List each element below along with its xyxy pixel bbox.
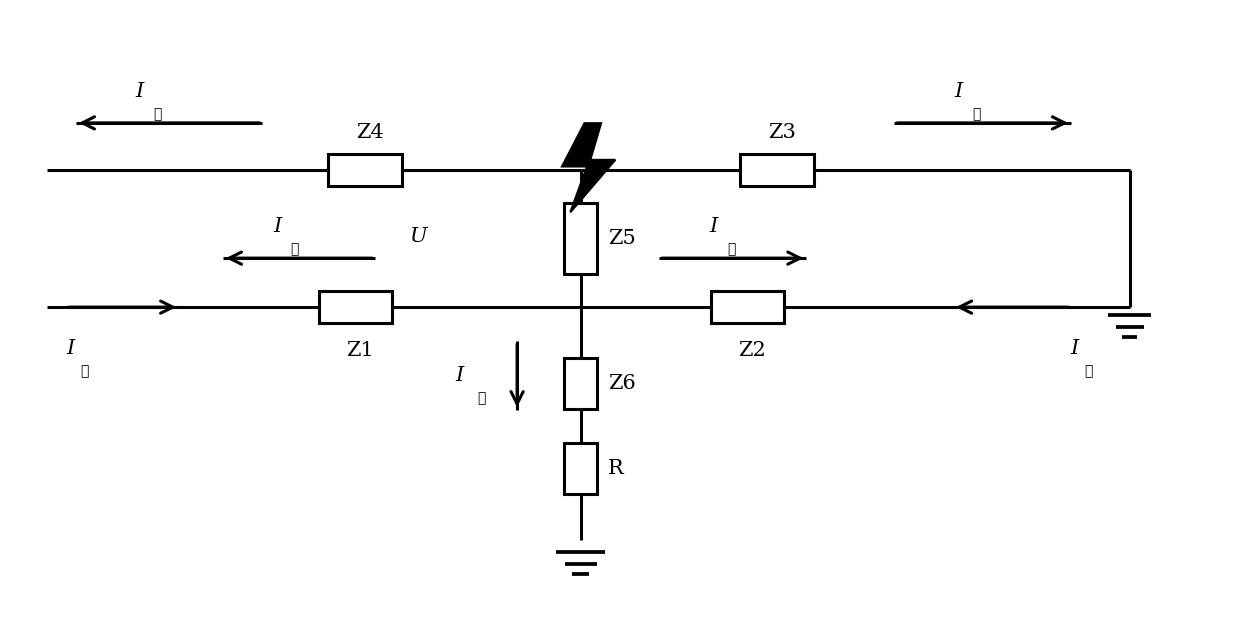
Bar: [564, 358, 598, 409]
Text: I: I: [273, 218, 281, 236]
Text: R: R: [609, 460, 624, 478]
Bar: [564, 203, 598, 274]
Text: U: U: [409, 227, 427, 246]
Text: I: I: [455, 366, 464, 385]
Bar: [740, 154, 813, 186]
Text: Z4: Z4: [356, 124, 384, 142]
Bar: [711, 292, 784, 323]
Text: 雷: 雷: [972, 107, 980, 121]
Text: 雷: 雷: [154, 107, 162, 121]
Text: Z2: Z2: [739, 342, 766, 361]
Text: 闪: 闪: [727, 243, 735, 256]
Bar: [319, 292, 392, 323]
Text: 感: 感: [1085, 364, 1092, 378]
Polygon shape: [562, 123, 615, 213]
Text: I: I: [709, 218, 717, 236]
Text: I: I: [954, 82, 962, 101]
Text: 雷: 雷: [477, 391, 485, 406]
Text: Z6: Z6: [609, 374, 636, 393]
Bar: [329, 154, 402, 186]
Text: 闪: 闪: [290, 243, 299, 256]
Bar: [564, 443, 598, 494]
Text: Z5: Z5: [609, 229, 636, 248]
Text: I: I: [135, 82, 144, 101]
Text: I: I: [66, 339, 74, 358]
Text: I: I: [1071, 339, 1079, 358]
Text: Z3: Z3: [768, 124, 796, 142]
Text: 感: 感: [81, 364, 88, 378]
Text: Z1: Z1: [346, 342, 374, 361]
